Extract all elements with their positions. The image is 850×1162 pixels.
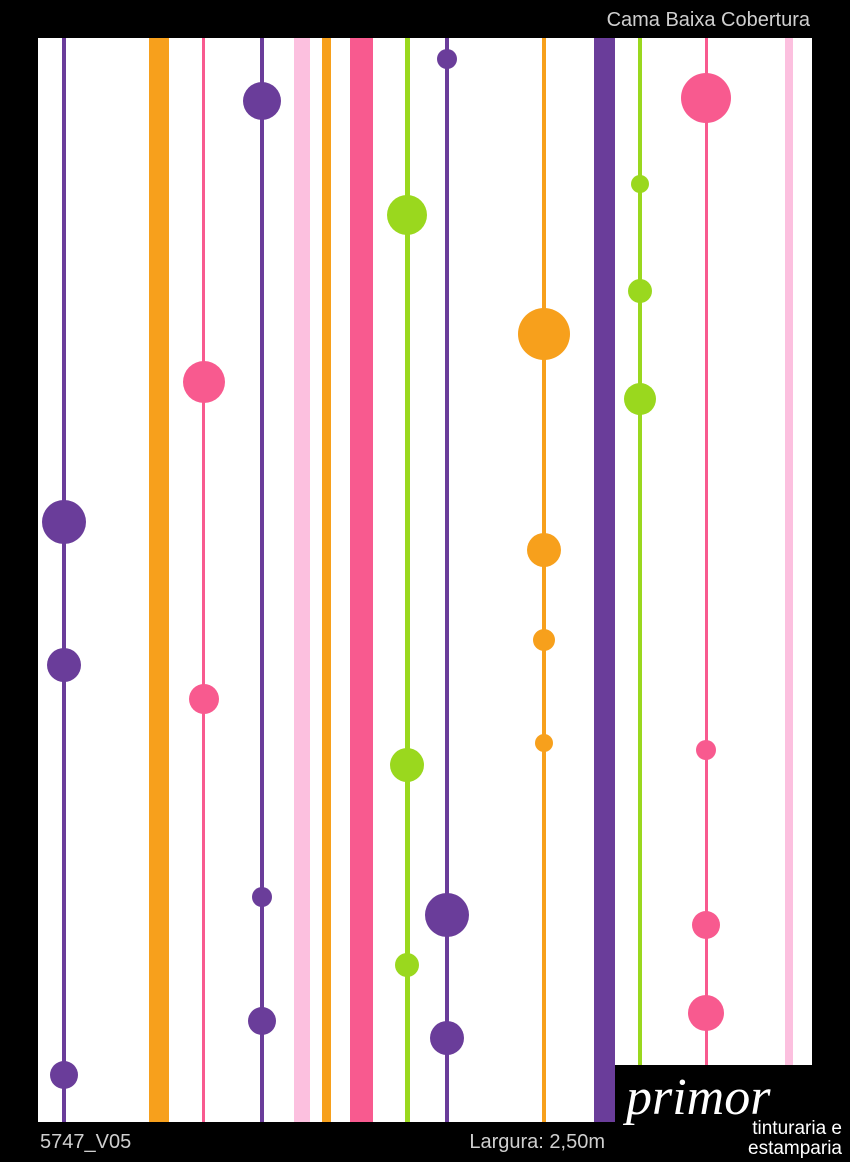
bead <box>248 1007 276 1035</box>
stripe <box>638 38 642 1122</box>
bead <box>681 73 731 123</box>
stripe <box>322 38 331 1122</box>
bead <box>430 1021 464 1055</box>
stripe <box>202 38 205 1122</box>
bead <box>243 82 281 120</box>
stripe <box>405 38 410 1122</box>
bead <box>437 49 457 69</box>
bead <box>189 684 219 714</box>
logo-box <box>615 1065 850 1162</box>
stripe <box>594 38 615 1122</box>
bead <box>696 740 716 760</box>
bead <box>390 748 424 782</box>
bead <box>47 648 81 682</box>
bead <box>518 308 570 360</box>
bead <box>628 279 652 303</box>
bead <box>425 893 469 937</box>
bead <box>252 887 272 907</box>
design-code: 5747_V05 <box>40 1131 131 1153</box>
stripe <box>445 38 449 1122</box>
bead <box>624 383 656 415</box>
bead <box>50 1061 78 1089</box>
bead <box>533 629 555 651</box>
logo-name: primor <box>622 1069 771 1126</box>
logo-line: estamparia <box>748 1138 842 1159</box>
stripe <box>149 38 169 1122</box>
bead <box>42 500 86 544</box>
bead <box>527 533 561 567</box>
bead <box>535 734 553 752</box>
stripe <box>62 38 66 1122</box>
bead <box>183 361 225 403</box>
bead <box>395 953 419 977</box>
bead <box>688 995 724 1031</box>
stripe <box>350 38 373 1122</box>
bead <box>387 195 427 235</box>
stripe <box>785 38 793 1122</box>
bead <box>692 911 720 939</box>
bead <box>631 175 649 193</box>
pattern <box>42 38 793 1122</box>
stripe <box>294 38 310 1122</box>
logo-line: tinturaria e <box>752 1118 842 1139</box>
fabric-width: Largura: 2,50m <box>469 1131 605 1153</box>
title: Cama Baixa Cobertura <box>607 9 811 31</box>
stripe <box>705 38 708 1122</box>
stripe <box>542 38 546 1122</box>
stripe <box>260 38 264 1122</box>
